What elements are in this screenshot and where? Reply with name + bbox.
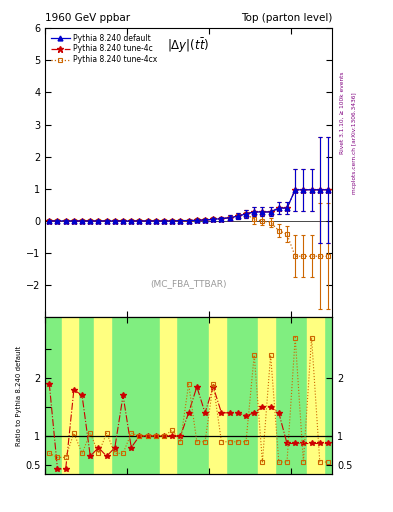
- Text: Rivet 3.1.10, ≥ 100k events: Rivet 3.1.10, ≥ 100k events: [340, 71, 345, 154]
- Text: $|\Delta y|(t\bar{t})$: $|\Delta y|(t\bar{t})$: [167, 37, 210, 55]
- Text: mcplots.cern.ch [arXiv:1306.3436]: mcplots.cern.ch [arXiv:1306.3436]: [352, 93, 357, 194]
- Text: (MC_FBA_TTBAR): (MC_FBA_TTBAR): [151, 280, 227, 288]
- Text: Top (parton level): Top (parton level): [241, 13, 332, 23]
- Legend: Pythia 8.240 default, Pythia 8.240 tune-4c, Pythia 8.240 tune-4cx: Pythia 8.240 default, Pythia 8.240 tune-…: [49, 32, 158, 66]
- Y-axis label: Ratio to Pythia 8.240 default: Ratio to Pythia 8.240 default: [16, 345, 22, 445]
- Text: 1960 GeV ppbar: 1960 GeV ppbar: [45, 13, 130, 23]
